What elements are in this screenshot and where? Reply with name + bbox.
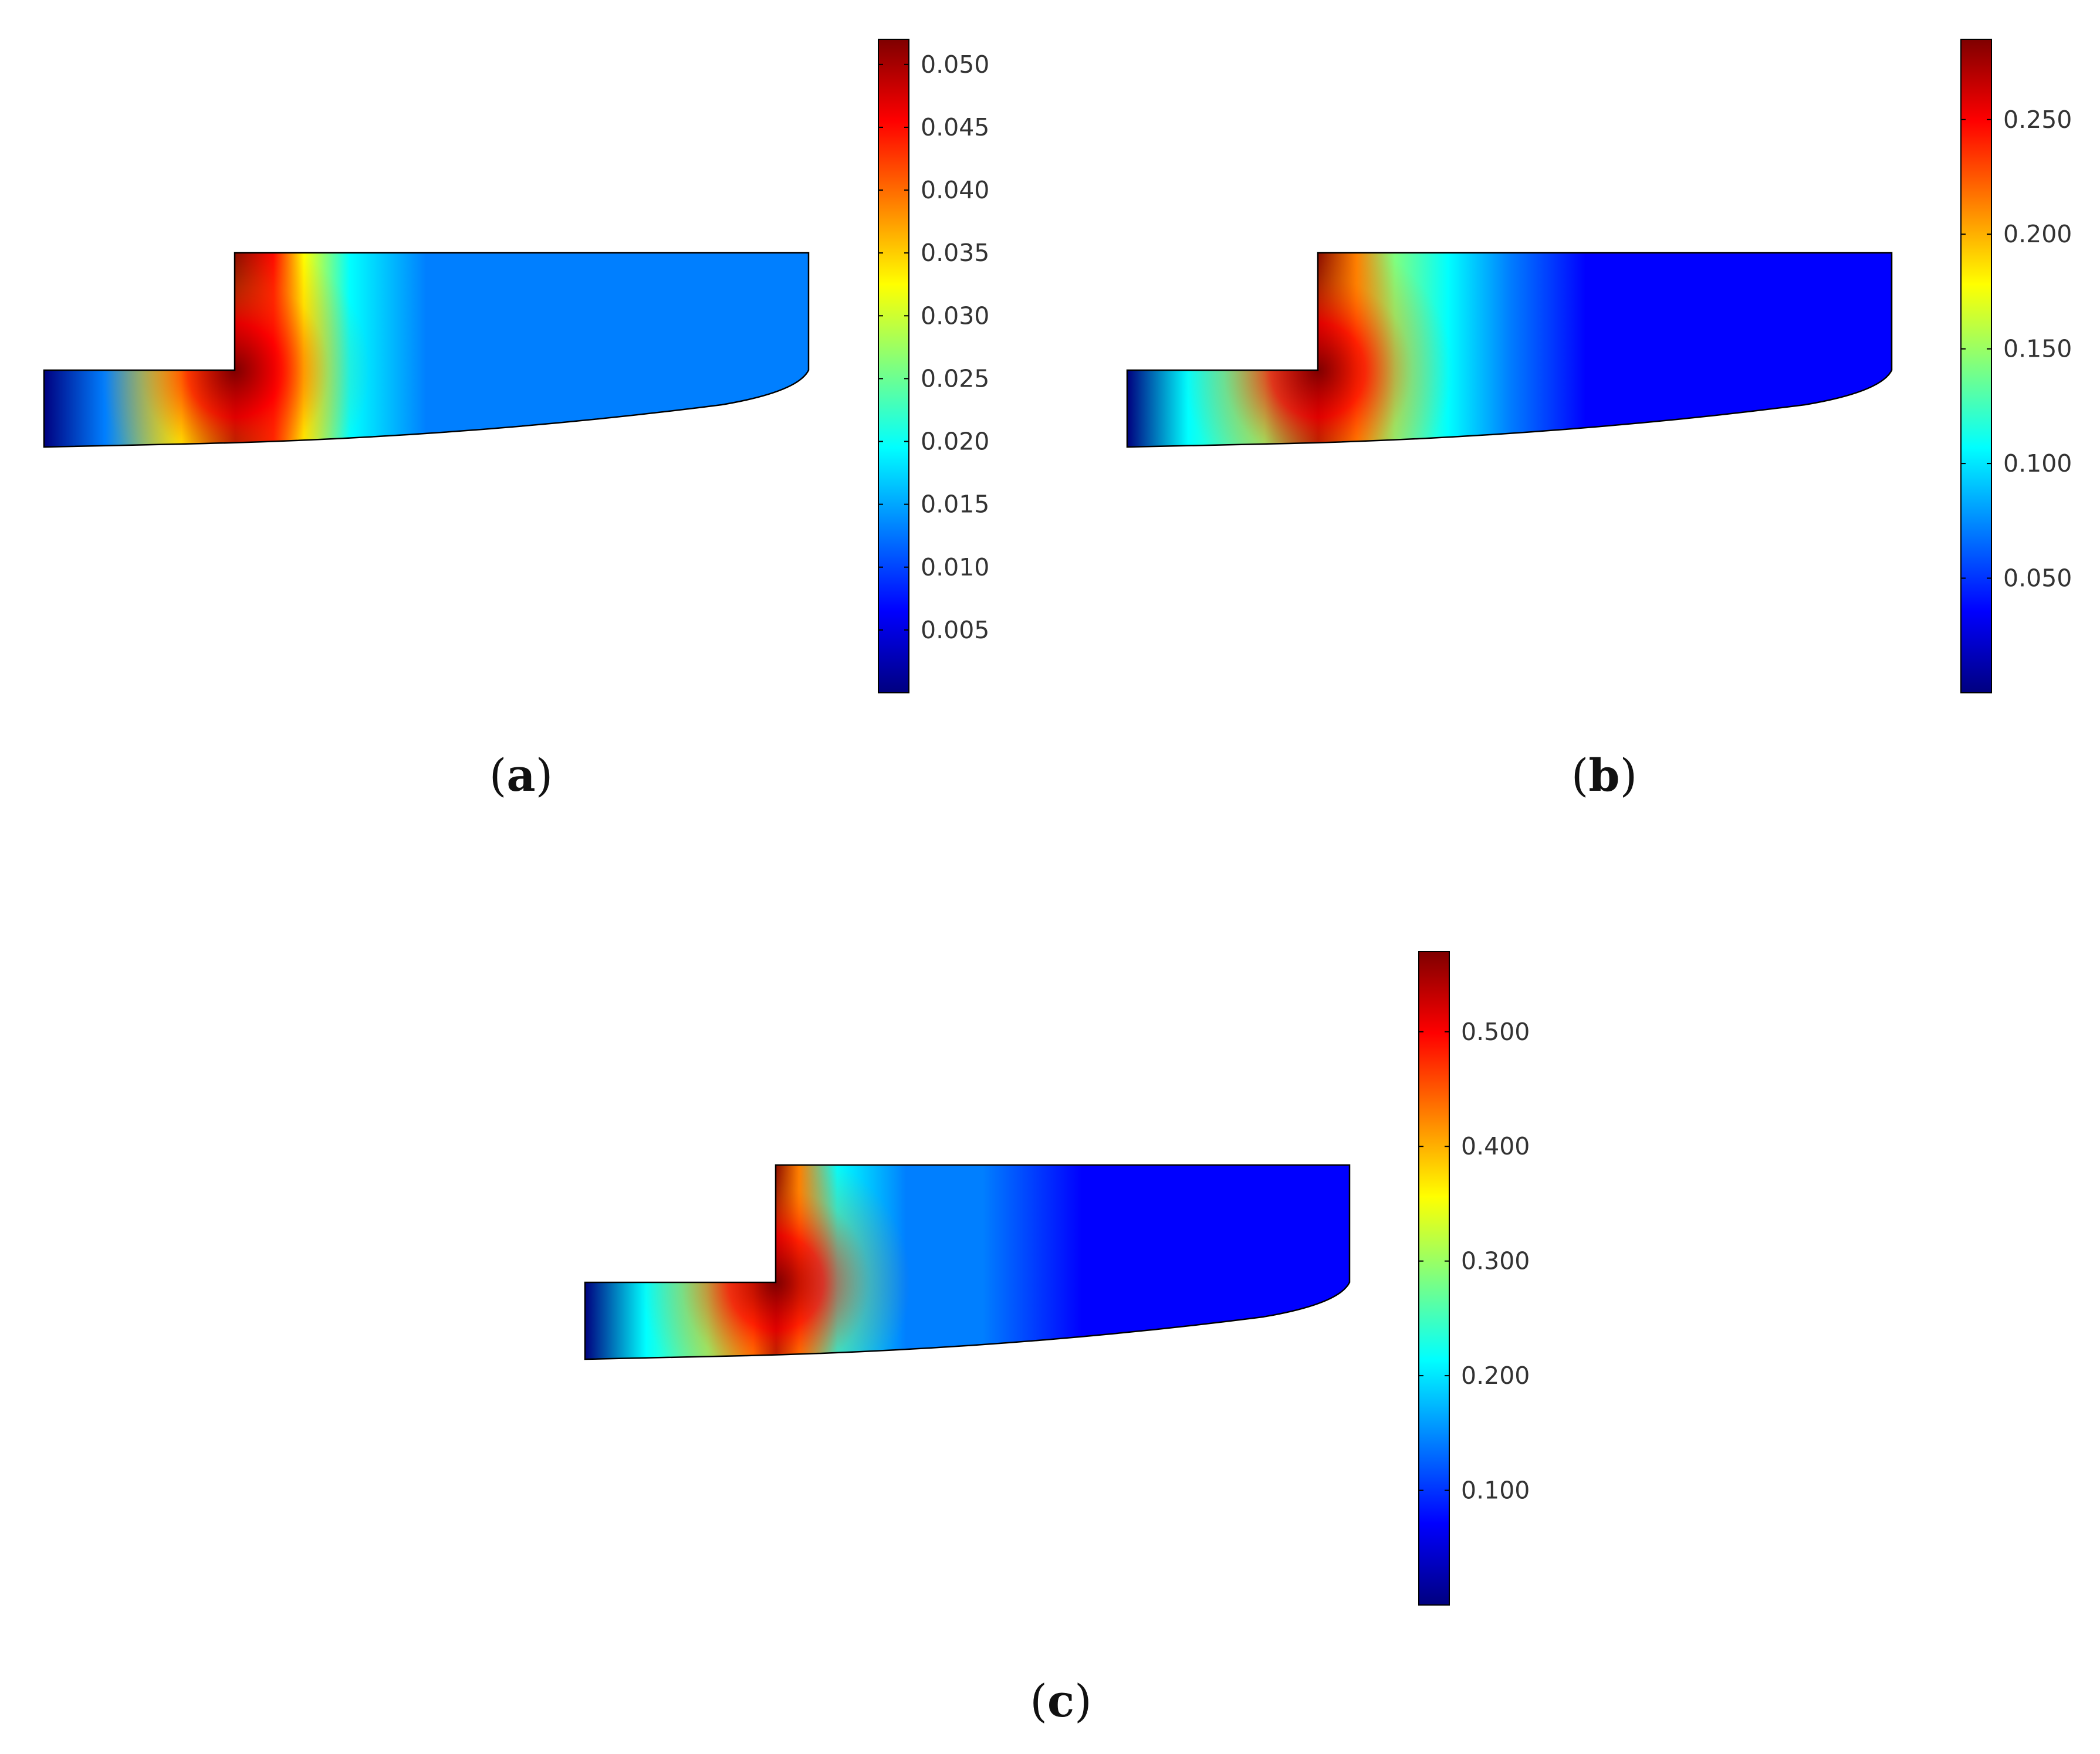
- panel-caption: (c): [1030, 1675, 1092, 1727]
- panel-caption: (b): [1571, 749, 1637, 801]
- colorbar: 0.100 0.200 0.300 0.400 0.500: [1418, 951, 1530, 1606]
- panel-letter: a: [506, 749, 535, 801]
- colorbar: 0.005 0.010 0.015 0.020 0.025 0.030 0.035 0.040…: [878, 39, 989, 693]
- colorbar-tick-label: 0.010: [921, 553, 989, 581]
- panel-letter: b: [1588, 749, 1619, 801]
- colorbar-tick-label: 0.300: [1461, 1247, 1530, 1275]
- colorbar-scale: [1960, 39, 1992, 693]
- colorbar-tick-label: 0.005: [921, 616, 989, 644]
- panel-caption: (a): [489, 749, 553, 801]
- domain-outline: [584, 1164, 1351, 1360]
- colorbar-tick-label: 0.040: [921, 176, 989, 204]
- colorbar-tick-label: 0.030: [921, 302, 989, 330]
- colorbar-tick-label: 0.150: [2003, 335, 2072, 363]
- panel-c: 0.100 0.200 0.300 0.400 0.500 (c): [584, 951, 1530, 1727]
- colorbar-tick-label: 0.100: [1461, 1477, 1530, 1505]
- domain-outline: [43, 252, 810, 448]
- colorbar-scale: [878, 39, 909, 693]
- colorbar-scale: [1418, 951, 1450, 1606]
- colorbar-tick-label: 0.100: [2003, 449, 2072, 478]
- colorbar-tick-label: 0.015: [921, 490, 989, 519]
- colorbar-tick-label: 0.045: [921, 113, 989, 141]
- colorbar-tick-label: 0.050: [921, 50, 989, 79]
- domain-outline: [1126, 252, 1893, 448]
- field-hotspot: [44, 253, 809, 447]
- colorbar-tick-label: 0.200: [1461, 1362, 1530, 1390]
- colorbar-tick-label: 0.400: [1461, 1132, 1530, 1160]
- colorbar: 0.050 0.100 0.150 0.200 0.250: [1960, 39, 2072, 693]
- colorbar-tick-label: 0.200: [2003, 220, 2072, 248]
- field-hotspot: [585, 1165, 1350, 1359]
- colorbar-tick-label: 0.035: [921, 239, 989, 267]
- panel-a: 0.005 0.010 0.015 0.020 0.025 0.030 0.035 0.040…: [43, 39, 989, 801]
- panel-letter: c: [1047, 1675, 1074, 1727]
- field-hotspot: [1127, 253, 1892, 447]
- colorbar-tick-label: 0.500: [1461, 1018, 1530, 1046]
- colorbar-tick-label: 0.025: [921, 364, 989, 392]
- colorbar-tick-label: 0.050: [2003, 564, 2072, 592]
- colorbar-tick-label: 0.250: [2003, 106, 2072, 134]
- colorbar-tick-label: 0.020: [921, 428, 989, 456]
- panel-b: 0.050 0.100 0.150 0.200 0.250 (b): [1126, 39, 2072, 801]
